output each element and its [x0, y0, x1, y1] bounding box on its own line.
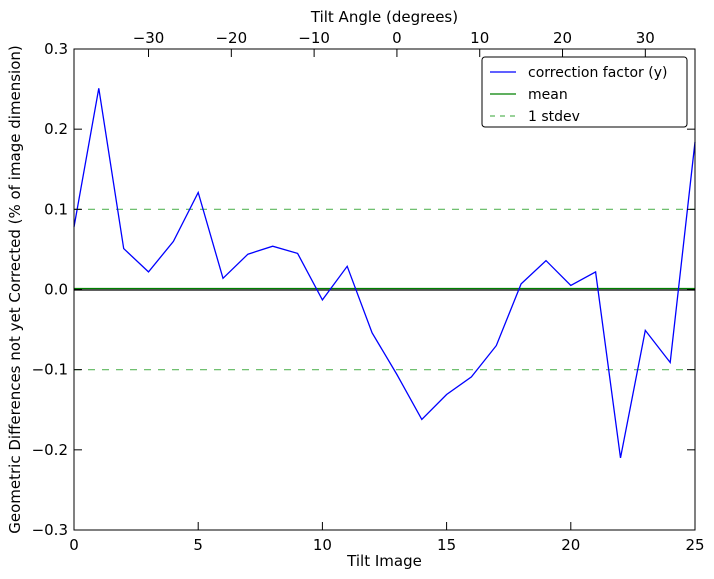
y-tick-label: −0.1	[32, 361, 68, 379]
x2-tick-label: −20	[215, 29, 247, 47]
x2-tick-label: 0	[392, 29, 402, 47]
axis-tick-labels: 0 5 10 15 20 25 −30 −20 −10 0 10 20 30 −0.3 −0.2 −0.1 0.…	[32, 29, 705, 554]
x-tick-label: 10	[313, 536, 332, 554]
x-tick-label: 20	[561, 536, 580, 554]
plot-lines	[73, 88, 696, 459]
legend-label: mean	[528, 87, 568, 103]
legend-box	[481, 56, 688, 128]
y-axis-title: Geometric Differences not yet Corrected …	[6, 45, 24, 534]
x-tick-label: 0	[69, 536, 79, 554]
y-tick-label: 0.2	[44, 120, 68, 138]
y-tick-label: −0.3	[32, 521, 68, 539]
y-tick-label: 0.1	[44, 200, 68, 218]
x2-axis-title: Tilt Angle (degrees)	[310, 8, 458, 26]
x-tick-label: 15	[437, 536, 456, 554]
x2-tick-label: 30	[636, 29, 655, 47]
x2-tick-label: 20	[553, 29, 572, 47]
x-tick-label: 25	[685, 536, 704, 554]
legend-label: 1 stdev	[528, 109, 580, 125]
x2-tick-label: −30	[133, 29, 165, 47]
y-tick-label: 0.0	[44, 281, 68, 299]
y-tick-label: 0.3	[44, 40, 68, 58]
y-tick-label: −0.2	[32, 441, 68, 459]
x-axis-title: Tilt Image	[346, 552, 422, 570]
x2-tick-label: −10	[298, 29, 330, 47]
x2-tick-label: 10	[470, 29, 489, 47]
x-tick-label: 5	[193, 536, 203, 554]
axis-ticks	[73, 48, 696, 531]
legend-label: correction factor (y)	[528, 65, 667, 81]
legend: correction factor (y) mean 1 stdev	[481, 56, 688, 128]
correction-factor-line	[73, 88, 696, 459]
